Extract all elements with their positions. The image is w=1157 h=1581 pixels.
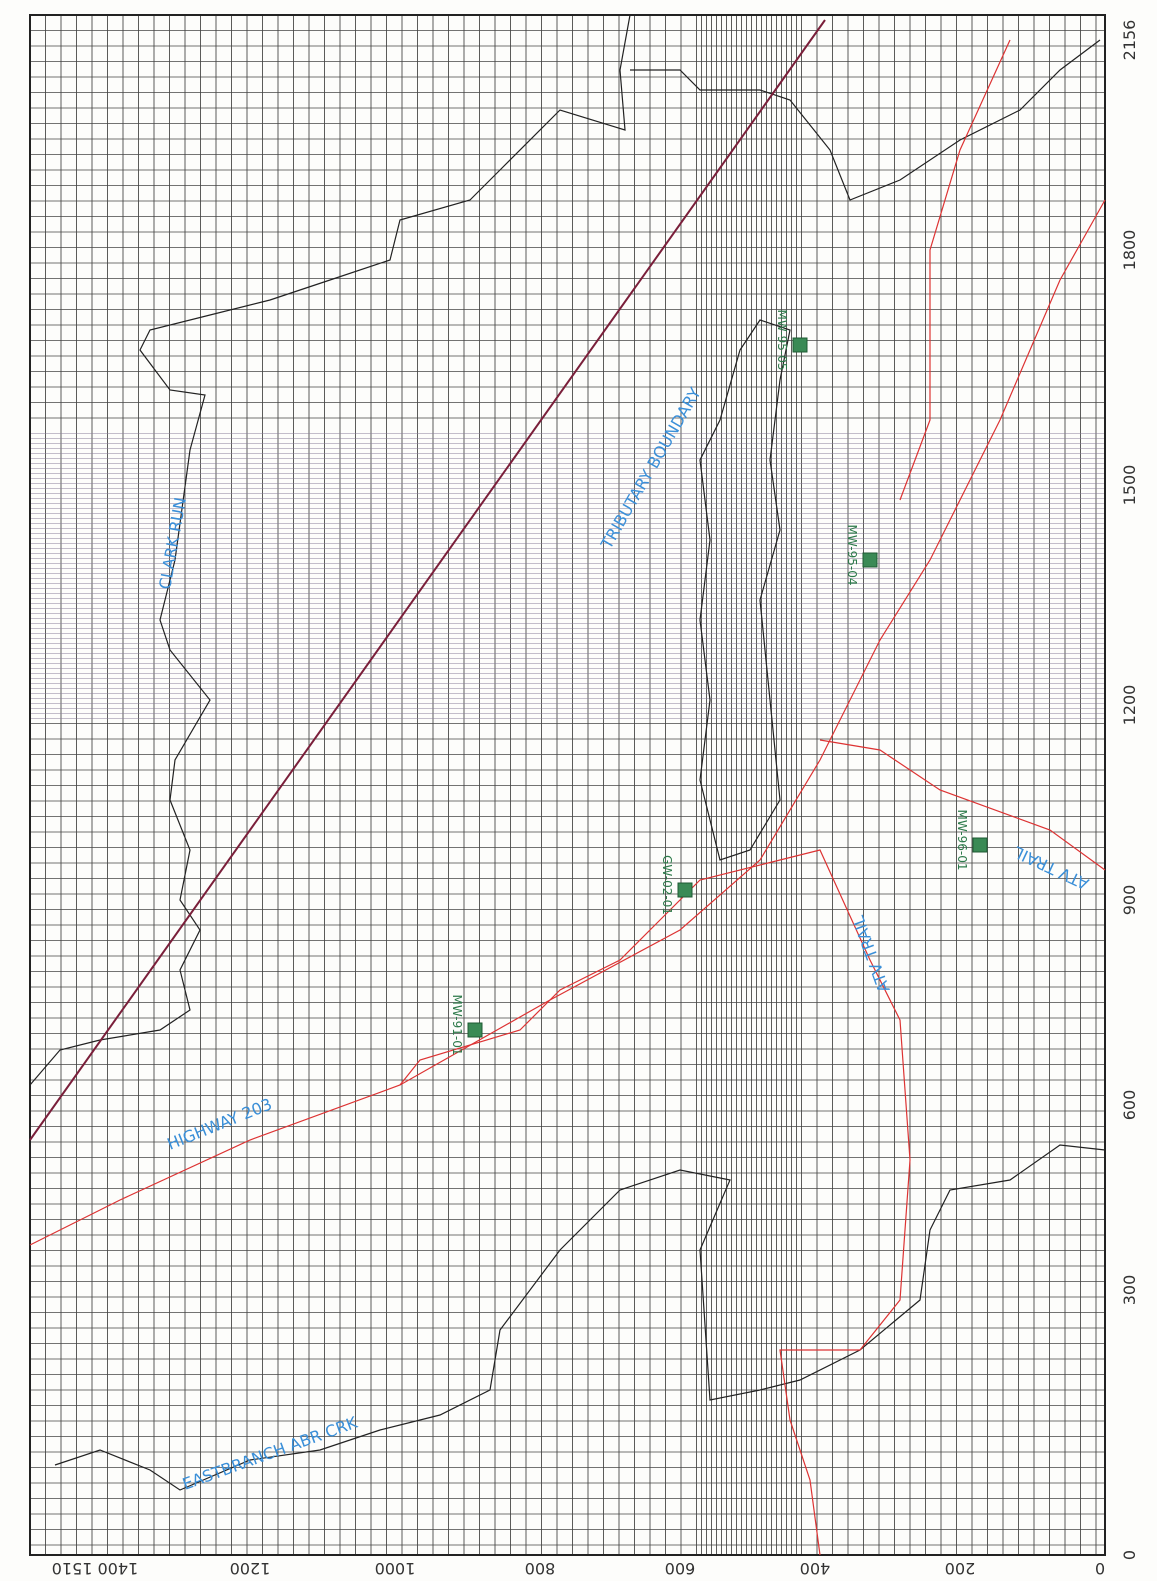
- tick-label: 0: [1120, 1550, 1139, 1560]
- tick-label: 900: [1120, 885, 1139, 916]
- trail: [819, 739, 1106, 871]
- tick-label: 200: [945, 1559, 976, 1578]
- grid: [29, 14, 1105, 1555]
- wells: MW-91-01 GW-02-01 MW-96-01 MW-95-04 MW-95-05: [450, 310, 988, 1056]
- watershed-line: [29, 14, 631, 1086]
- highway: [29, 199, 1106, 1246]
- tick-label: 300: [1120, 1275, 1139, 1306]
- tick-label: 1200: [230, 1559, 271, 1578]
- well-marker: [677, 882, 693, 898]
- tick-label: 1800: [1120, 230, 1139, 271]
- well-marker: [972, 837, 988, 853]
- tick-label: 800: [525, 1559, 556, 1578]
- tick-label: 400: [800, 1559, 831, 1578]
- well-label: MW-96-01: [955, 810, 969, 871]
- well-label: MW-95-05: [775, 310, 789, 371]
- tick-label: 600: [665, 1559, 696, 1578]
- tick-label: 2156: [1120, 20, 1139, 61]
- tick-label: 1500: [1120, 465, 1139, 506]
- tick-label: 600: [1120, 1090, 1139, 1121]
- well-label: MW-91-01: [450, 995, 464, 1056]
- tick-label: 1400 1510: [52, 1559, 139, 1578]
- contours: [29, 14, 1106, 1491]
- tick-label: 1000: [375, 1559, 416, 1578]
- well-label: GW-02-01: [660, 855, 674, 915]
- frame: [29, 14, 1106, 1556]
- trail: [399, 849, 911, 1556]
- tick-label: 0: [1095, 1559, 1105, 1578]
- well-label: MW-95-04: [845, 525, 859, 586]
- boundary-line: [29, 19, 826, 1141]
- well-marker: [792, 337, 808, 353]
- trail: [899, 39, 1011, 501]
- roads: [29, 39, 1106, 1556]
- creek-line: [54, 1144, 1106, 1491]
- contour-line: [630, 39, 1101, 201]
- tick-label: 1200: [1120, 685, 1139, 726]
- well-marker: [467, 1022, 483, 1038]
- contour-line: [699, 319, 791, 861]
- well-marker: [862, 552, 878, 568]
- axis-ticks: 0 300 600 900 1200 1500 1800 2156 0 200 400 600 800 1…: [52, 20, 1139, 1578]
